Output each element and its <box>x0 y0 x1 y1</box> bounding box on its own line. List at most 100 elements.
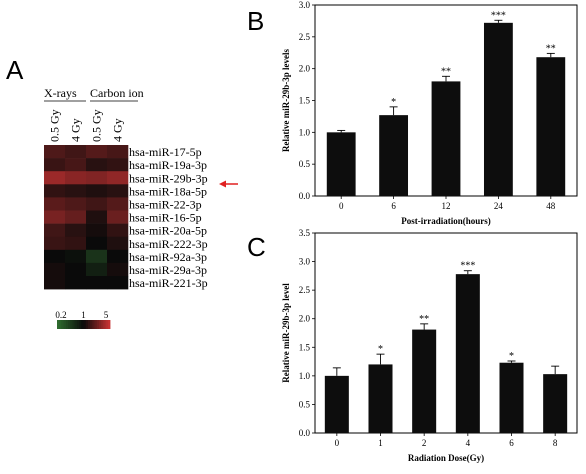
legend-swatch <box>57 320 60 329</box>
significance-mark: *** <box>491 10 506 21</box>
significance-mark: ** <box>546 43 556 54</box>
heatmap-group-label-xrays: X-rays <box>44 86 77 100</box>
heatmap-cell <box>44 171 66 185</box>
heatmap-row-labels: hsa-miR-17-5phsa-miR-19a-3phsa-miR-29b-3… <box>129 145 208 290</box>
legend-swatch <box>76 320 80 329</box>
heatmap-column-labels: 0.5 Gy 4 Gy 0.5 Gy 4 Gy <box>48 109 125 142</box>
plot-frame <box>314 232 578 434</box>
significance-mark: *** <box>460 261 475 272</box>
legend-swatch <box>101 320 104 329</box>
heatmap-cell <box>65 145 87 159</box>
heatmap-cell <box>44 276 66 290</box>
heatmap-cell <box>65 158 87 172</box>
legend-tick-label: 0.2 <box>55 310 66 320</box>
heatmap-color-legend: 0.2 1 5 <box>55 310 111 329</box>
x-tick-label: 0 <box>335 438 340 448</box>
heatmap-cell <box>86 223 108 237</box>
bar <box>431 81 461 196</box>
heatmap-cell <box>44 236 66 251</box>
legend-swatch <box>85 320 89 329</box>
heatmap-cell <box>86 184 108 198</box>
y-tick-label: 1.5 <box>299 342 311 352</box>
heatmap-cell <box>107 236 129 251</box>
highlight-arrow-icon <box>219 180 238 188</box>
legend-tick-label: 1 <box>81 310 86 320</box>
heatmap-row-label: hsa-miR-18a-5p <box>129 184 207 198</box>
y-axis-label: Relative miR-29b-3p levels <box>281 49 291 152</box>
heatmap-cell <box>107 223 129 237</box>
heatmap-row-label: hsa-miR-29a-3p <box>129 263 207 277</box>
heatmap-cell <box>86 262 108 277</box>
heatmap-cells <box>44 145 129 290</box>
y-tick-label: 0.5 <box>299 159 311 169</box>
x-axis-label: Post-irradiation(hours) <box>401 216 491 226</box>
heatmap-row-label: hsa-miR-222-3p <box>129 237 208 251</box>
significance-mark: ** <box>419 314 429 325</box>
heatmap-row-label: hsa-miR-29b-3p <box>129 171 208 185</box>
legend-swatch <box>90 320 93 329</box>
bar <box>324 375 349 433</box>
heatmap-row-label: hsa-miR-22-3p <box>129 198 202 212</box>
y-tick-label: 1.0 <box>299 371 311 381</box>
x-tick-label: 48 <box>546 201 556 211</box>
heatmap-cell <box>107 171 129 185</box>
heatmap-cell <box>44 223 66 237</box>
heatmap-column-label: 0.5 Gy <box>90 109 104 142</box>
significance-mark: * <box>509 351 514 362</box>
heatmap-cell <box>107 249 129 264</box>
legend-swatch <box>79 320 82 329</box>
legend-swatch <box>70 320 73 329</box>
bar <box>368 364 393 433</box>
legend-swatch <box>103 320 106 329</box>
heatmap-cell <box>86 210 108 224</box>
panel-label-b: B <box>247 6 264 36</box>
heatmap-cell <box>86 145 108 159</box>
heatmap-cell <box>65 210 87 224</box>
y-axis-label: Relative miR-29b-3p level <box>281 283 291 383</box>
heatmap-cell <box>65 236 87 251</box>
legend-swatch <box>81 320 84 329</box>
heatmap-cell <box>44 249 66 264</box>
panel-label-c: C <box>247 232 266 262</box>
bar <box>455 274 480 433</box>
y-tick-label: 0.0 <box>299 428 311 438</box>
x-tick-label: 12 <box>442 201 451 211</box>
heatmap-cell <box>107 262 129 277</box>
y-tick-label: 0.0 <box>299 191 311 201</box>
legend-swatch <box>65 320 69 329</box>
heatmap-cell <box>65 262 87 277</box>
significance-mark: ** <box>441 66 451 77</box>
heatmap-cell <box>86 171 108 185</box>
heatmap-cell <box>44 184 66 198</box>
legend-swatch <box>107 320 111 329</box>
heatmap-row-label: hsa-miR-17-5p <box>129 145 202 159</box>
y-tick-label: 1.5 <box>299 96 311 106</box>
legend-swatch <box>105 320 109 329</box>
heatmap-row-label: hsa-miR-20a-5p <box>129 224 207 238</box>
x-tick-label: 0 <box>339 201 344 211</box>
legend-swatch <box>74 320 78 329</box>
heatmap-cell <box>107 145 129 159</box>
y-tick-label: 3.5 <box>299 228 311 238</box>
legend-swatch <box>98 320 102 329</box>
bar <box>412 329 437 433</box>
legend-swatch <box>63 320 67 329</box>
heatmap-cell <box>86 249 108 264</box>
legend-swatch <box>83 320 87 329</box>
y-tick-label: 2.5 <box>299 32 311 42</box>
x-axis-label: Radiation Dose(Gy) <box>408 453 484 463</box>
heatmap-cell <box>107 197 129 211</box>
x-tick-label: 1 <box>378 438 383 448</box>
chart-b: 0.0 0.5 1.0 1.5 2.0 2.5 3.0 0 * 6 ** 12 *** 24 ** 48 Pos… <box>281 0 578 226</box>
bar <box>326 132 356 196</box>
heatmap-row-label: hsa-miR-19a-3p <box>129 158 207 172</box>
heatmap-column-label: 4 Gy <box>111 118 125 142</box>
bar <box>536 57 566 196</box>
heatmap-cell <box>86 197 108 211</box>
x-tick-label: 24 <box>494 201 504 211</box>
heatmap-cell <box>107 276 129 290</box>
legend-swatch <box>68 320 71 329</box>
y-tick-label: 3.0 <box>299 0 311 10</box>
x-tick-label: 8 <box>553 438 558 448</box>
